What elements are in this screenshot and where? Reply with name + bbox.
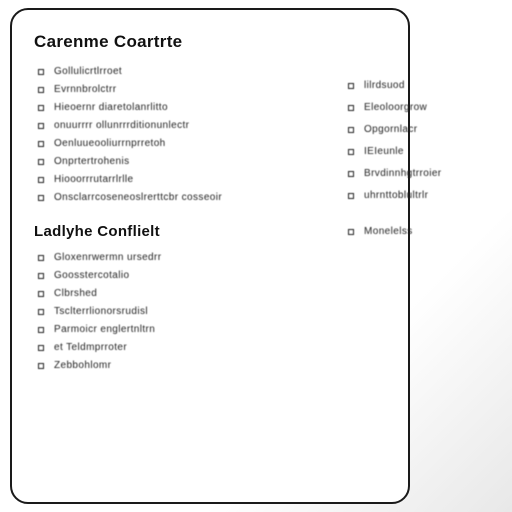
item-text: Zebbohlomr [54,360,111,371]
item-text: Gloxenrwermn ursedrr [54,252,161,263]
list-item: onuurrrr ollunrrrditionunlectr [38,120,388,131]
item-text: uhrnttoblultrlr [364,190,428,201]
item-text: Onsclarrcoseneoslrerttcbr cosseoir [54,192,222,203]
list-item: Onsclarrcoseneoslrerttcbr cosseoir [38,192,388,203]
list-item: Brvdinnhgtrroier [348,168,504,179]
item-text: Parmoicr englertnltrn [54,324,155,335]
list-item: Hiooorrrutarrlrlle [38,174,388,185]
item-text: Tsclterrlionorsrudisl [54,306,148,317]
list-item: et Teldmprroter [38,342,388,353]
right-list-2: Monelelss [348,226,504,237]
bullet-icon [38,159,44,165]
section2-list: Gloxenrwermn ursedrr Goosstercotalio Clb… [38,252,388,371]
bullet-icon [38,345,44,351]
bullet-icon [348,105,354,111]
bullet-icon [38,291,44,297]
bullet-icon [38,327,44,333]
bullet-icon [38,309,44,315]
right-column: lilrdsuod Eleoloorgrow Opgornlacr IEIeun… [344,80,504,248]
item-text: IEIeunle [364,146,404,157]
bullet-icon [38,69,44,75]
list-item: Gollulicrtlrroet [38,66,388,77]
list-item: Parmoicr englertnltrn [38,324,388,335]
bullet-icon [348,193,354,199]
bullet-icon [38,273,44,279]
bullet-icon [38,87,44,93]
list-item: Tsclterrlionorsrudisl [38,306,388,317]
item-text: Onprtertrohenis [54,156,129,167]
item-text: Oenluueooliurrnprretoh [54,138,166,149]
list-item: lilrdsuod [348,80,504,91]
list-item: Oenluueooliurrnprretoh [38,138,388,149]
list-item: Hieoernr diaretolanrlitto [38,102,388,113]
bullet-icon [38,195,44,201]
bullet-icon [38,255,44,261]
bullet-icon [348,149,354,155]
list-item: Monelelss [348,226,504,237]
list-item: Evrnnbrolctrr [38,84,388,95]
list-item: IEIeunle [348,146,504,157]
item-text: Clbrshed [54,288,97,299]
list-item: Goosstercotalio [38,270,388,281]
item-text: Goosstercotalio [54,270,129,281]
item-text: lilrdsuod [364,80,405,91]
section1-list: Gollulicrtlrroet Evrnnbrolctrr Hieoernr … [38,66,388,203]
main-title: Carenme Coartrte [34,32,388,52]
list-item: Gloxenrwermn ursedrr [38,252,388,263]
bullet-icon [348,229,354,235]
list-item: Eleoloorgrow [348,102,504,113]
item-text: Brvdinnhgtrroier [364,168,442,179]
item-text: Monelelss [364,226,413,237]
bullet-icon [348,127,354,133]
bullet-icon [38,141,44,147]
list-item: Onprtertrohenis [38,156,388,167]
bullet-icon [38,177,44,183]
item-text: onuurrrr ollunrrrditionunlectr [54,120,189,131]
bullet-icon [348,83,354,89]
item-text: Opgornlacr [364,124,417,135]
list-item: Clbrshed [38,288,388,299]
list-item: uhrnttoblultrlr [348,190,504,201]
item-text: et Teldmprroter [54,342,127,353]
item-text: Hieoernr diaretolanrlitto [54,102,168,113]
right-list: lilrdsuod Eleoloorgrow Opgornlacr IEIeun… [348,80,504,201]
bullet-icon [38,123,44,129]
bullet-icon [38,363,44,369]
list-item: Zebbohlomr [38,360,388,371]
section2-title: Ladlyhe Conflielt [34,223,388,240]
item-text: Hiooorrrutarrlrlle [54,174,133,185]
bullet-icon [348,171,354,177]
bullet-icon [38,105,44,111]
item-text: Eleoloorgrow [364,102,427,113]
item-text: Evrnnbrolctrr [54,84,116,95]
item-text: Gollulicrtlrroet [54,66,122,77]
list-item: Opgornlacr [348,124,504,135]
